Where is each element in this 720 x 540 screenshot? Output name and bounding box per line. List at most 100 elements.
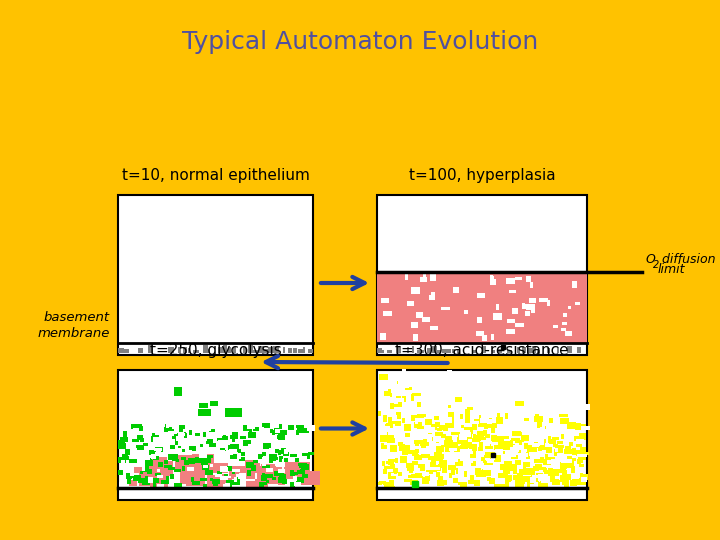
Bar [443, 427, 448, 431]
Bar [431, 466, 437, 472]
Bar [560, 466, 564, 471]
Bar [437, 481, 444, 486]
Bar [544, 447, 552, 450]
Bar [410, 445, 415, 450]
Bar [553, 325, 558, 328]
Bar [572, 479, 579, 485]
Bar [422, 472, 429, 476]
Bar [581, 404, 590, 410]
Bar [555, 446, 559, 453]
Bar [532, 372, 538, 379]
Bar [275, 457, 278, 460]
Bar [203, 345, 208, 353]
Bar [377, 195, 587, 355]
Bar [575, 302, 580, 305]
Bar [538, 439, 544, 445]
Bar [278, 435, 285, 440]
Bar [485, 465, 489, 470]
Bar [213, 483, 218, 486]
Bar [436, 451, 441, 458]
Bar [293, 348, 297, 353]
Bar [464, 471, 467, 477]
Bar [485, 446, 493, 449]
Bar [384, 427, 393, 432]
Bar [484, 461, 487, 468]
Bar [569, 442, 573, 446]
Bar [495, 478, 505, 484]
Bar [512, 308, 518, 314]
Bar [404, 445, 413, 452]
Bar [457, 437, 465, 444]
Bar [189, 446, 193, 450]
Bar [580, 447, 586, 454]
Bar [392, 415, 397, 421]
Bar [383, 415, 387, 422]
Bar [547, 348, 550, 353]
Bar [540, 457, 544, 463]
Bar [122, 454, 128, 460]
Bar [288, 348, 292, 353]
Bar [187, 467, 194, 471]
Bar [568, 306, 571, 309]
Bar [201, 461, 208, 465]
Bar [411, 449, 419, 453]
Bar [526, 452, 530, 459]
Bar [398, 423, 401, 428]
Bar [435, 422, 440, 425]
Bar [203, 441, 206, 445]
Bar [248, 345, 253, 353]
Bar [477, 437, 486, 440]
Bar [232, 469, 235, 474]
Bar [519, 469, 526, 474]
Bar [561, 434, 564, 439]
Bar [387, 432, 394, 439]
Bar [142, 465, 145, 471]
Bar [222, 436, 228, 440]
Text: diffusion: diffusion [658, 253, 716, 266]
Bar [377, 272, 587, 343]
Bar [441, 445, 444, 452]
Bar [560, 475, 566, 482]
Bar [247, 424, 255, 429]
Bar [531, 309, 535, 313]
Bar [157, 475, 163, 478]
Bar [400, 456, 407, 463]
Bar [151, 436, 154, 442]
Bar [468, 480, 476, 484]
Bar [240, 436, 246, 439]
Bar [448, 465, 456, 470]
Bar [442, 466, 447, 473]
Bar [231, 466, 255, 479]
Bar [139, 471, 158, 486]
Bar [137, 435, 143, 440]
Bar [174, 469, 181, 472]
Bar [508, 453, 512, 457]
Bar [273, 346, 279, 353]
Bar [490, 279, 496, 285]
Bar [548, 468, 553, 472]
Bar [465, 409, 472, 416]
Bar [157, 469, 160, 472]
Bar [437, 480, 440, 483]
Bar [475, 468, 481, 475]
Bar [581, 426, 590, 430]
Bar [527, 449, 535, 455]
Bar [203, 432, 206, 437]
Bar [232, 437, 235, 442]
Bar [537, 350, 540, 353]
Bar [430, 462, 434, 468]
Bar [268, 347, 273, 353]
Bar [421, 400, 428, 406]
Bar [171, 429, 176, 435]
Bar [491, 276, 494, 280]
Bar [436, 472, 440, 477]
Bar [294, 472, 298, 475]
Bar [383, 482, 389, 485]
Bar [529, 471, 535, 475]
Bar [213, 449, 218, 454]
Bar [519, 478, 524, 482]
Bar [548, 436, 551, 443]
Bar [247, 440, 251, 444]
Bar [464, 427, 473, 430]
Bar [272, 432, 275, 435]
